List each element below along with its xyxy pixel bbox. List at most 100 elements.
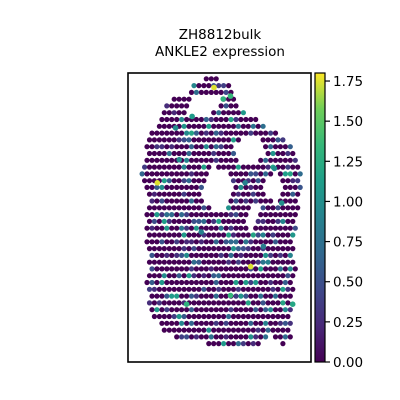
tissue-spot bbox=[228, 116, 234, 123]
tissue-spot bbox=[245, 341, 251, 347]
tissue-spot bbox=[235, 286, 241, 292]
tissue-spot bbox=[146, 218, 153, 224]
tissue-spot bbox=[230, 150, 237, 157]
tissue-spot bbox=[146, 232, 153, 238]
tissue-spot bbox=[181, 164, 187, 170]
tissue-spot bbox=[287, 320, 293, 326]
tissue-spot bbox=[151, 150, 157, 157]
tissue-spot bbox=[258, 334, 264, 340]
highlighted-spot bbox=[271, 165, 278, 172]
tissue-spot bbox=[233, 279, 239, 286]
tissue-spot bbox=[171, 191, 177, 197]
tissue-spot bbox=[164, 184, 170, 190]
tissue-spot bbox=[285, 218, 291, 224]
tissue-spot bbox=[211, 110, 217, 116]
tissue-spot bbox=[179, 130, 185, 136]
tissue-spot bbox=[154, 225, 160, 231]
tissue-spot bbox=[258, 239, 264, 245]
tissue-spot bbox=[265, 137, 271, 143]
tissue-spot bbox=[290, 205, 296, 211]
tissue-spot bbox=[263, 266, 269, 272]
tissue-spot bbox=[154, 212, 160, 218]
tissue-spot bbox=[228, 239, 234, 245]
tissue-spot bbox=[203, 266, 209, 272]
tissue-spot bbox=[218, 89, 224, 95]
tissue-spot bbox=[211, 232, 217, 238]
tissue-spot bbox=[174, 116, 180, 123]
tissue-spot bbox=[191, 286, 197, 292]
tissue-spot bbox=[223, 89, 229, 95]
tissue-spot bbox=[268, 252, 274, 258]
tissue-spot bbox=[166, 232, 172, 238]
tissue-spot bbox=[184, 239, 190, 245]
tissue-spot bbox=[228, 225, 234, 231]
tissue-spot bbox=[169, 171, 175, 177]
tissue-spot bbox=[166, 218, 172, 224]
tissue-spot bbox=[206, 327, 212, 333]
tissue-spot bbox=[265, 218, 271, 224]
tissue-spot bbox=[174, 130, 180, 136]
tissue-spot bbox=[272, 212, 279, 218]
tissue-spot bbox=[191, 191, 197, 197]
tissue-spot bbox=[146, 246, 153, 252]
tissue-spot bbox=[169, 130, 175, 136]
tissue-spot bbox=[263, 198, 269, 204]
tissue-spot bbox=[201, 205, 207, 211]
tissue-spot bbox=[295, 191, 301, 197]
tissue-spot bbox=[230, 300, 237, 306]
tissue-spot bbox=[188, 130, 195, 136]
tissue-spot bbox=[235, 164, 241, 170]
tissue-spot bbox=[270, 327, 276, 333]
tissue-spot bbox=[250, 327, 256, 333]
tissue-spot bbox=[270, 286, 276, 292]
tissue-spot bbox=[226, 273, 232, 279]
tissue-spot bbox=[238, 307, 244, 313]
tissue-spot bbox=[181, 286, 187, 292]
tissue-spot bbox=[258, 307, 264, 313]
tissue-spot bbox=[292, 171, 298, 177]
tissue-spot bbox=[226, 205, 232, 211]
tissue-spot bbox=[243, 212, 249, 218]
tissue-spot bbox=[260, 218, 266, 224]
tissue-spot bbox=[233, 334, 239, 340]
tissue-spot bbox=[235, 341, 241, 347]
tissue-spot bbox=[176, 246, 182, 252]
tissue-spot bbox=[198, 130, 204, 136]
tissue-spot bbox=[260, 259, 266, 265]
tissue-spot bbox=[196, 191, 202, 197]
tissue-spot bbox=[149, 184, 155, 190]
tissue-spot bbox=[287, 293, 293, 299]
tissue-spot bbox=[203, 307, 209, 313]
tissue-spot bbox=[211, 273, 217, 279]
tissue-spot bbox=[166, 137, 172, 143]
colorbar-tick-label: 1.25 bbox=[333, 154, 363, 170]
tissue-spot bbox=[208, 334, 214, 340]
tissue-spot bbox=[285, 246, 291, 252]
tissue-spot bbox=[280, 191, 286, 197]
tissue-spot bbox=[270, 246, 276, 252]
tissue-spot bbox=[258, 184, 264, 190]
tissue-spot bbox=[203, 293, 209, 299]
tissue-spot bbox=[223, 212, 229, 218]
tissue-spot bbox=[169, 103, 175, 109]
tissue-spot bbox=[203, 89, 209, 95]
tissue-spot bbox=[218, 116, 224, 123]
tissue-spot bbox=[218, 239, 224, 245]
tissue-spot bbox=[196, 205, 202, 211]
tissue-spot bbox=[228, 266, 234, 272]
tissue-spot bbox=[206, 300, 212, 306]
tissue-spot bbox=[181, 246, 187, 252]
tissue-spot bbox=[238, 225, 244, 231]
tissue-spot bbox=[184, 144, 190, 150]
tissue-spot bbox=[169, 293, 175, 299]
tissue-spot bbox=[221, 246, 227, 252]
tissue-spot bbox=[176, 205, 182, 211]
tissue-spot bbox=[151, 273, 157, 279]
tissue-spot bbox=[166, 178, 172, 184]
tissue-spot bbox=[201, 123, 207, 129]
tissue-spot bbox=[201, 137, 207, 143]
tissue-spot bbox=[297, 171, 303, 177]
tissue-spot bbox=[203, 279, 209, 286]
tissue-spot bbox=[186, 178, 192, 184]
plot-frame bbox=[127, 72, 312, 363]
